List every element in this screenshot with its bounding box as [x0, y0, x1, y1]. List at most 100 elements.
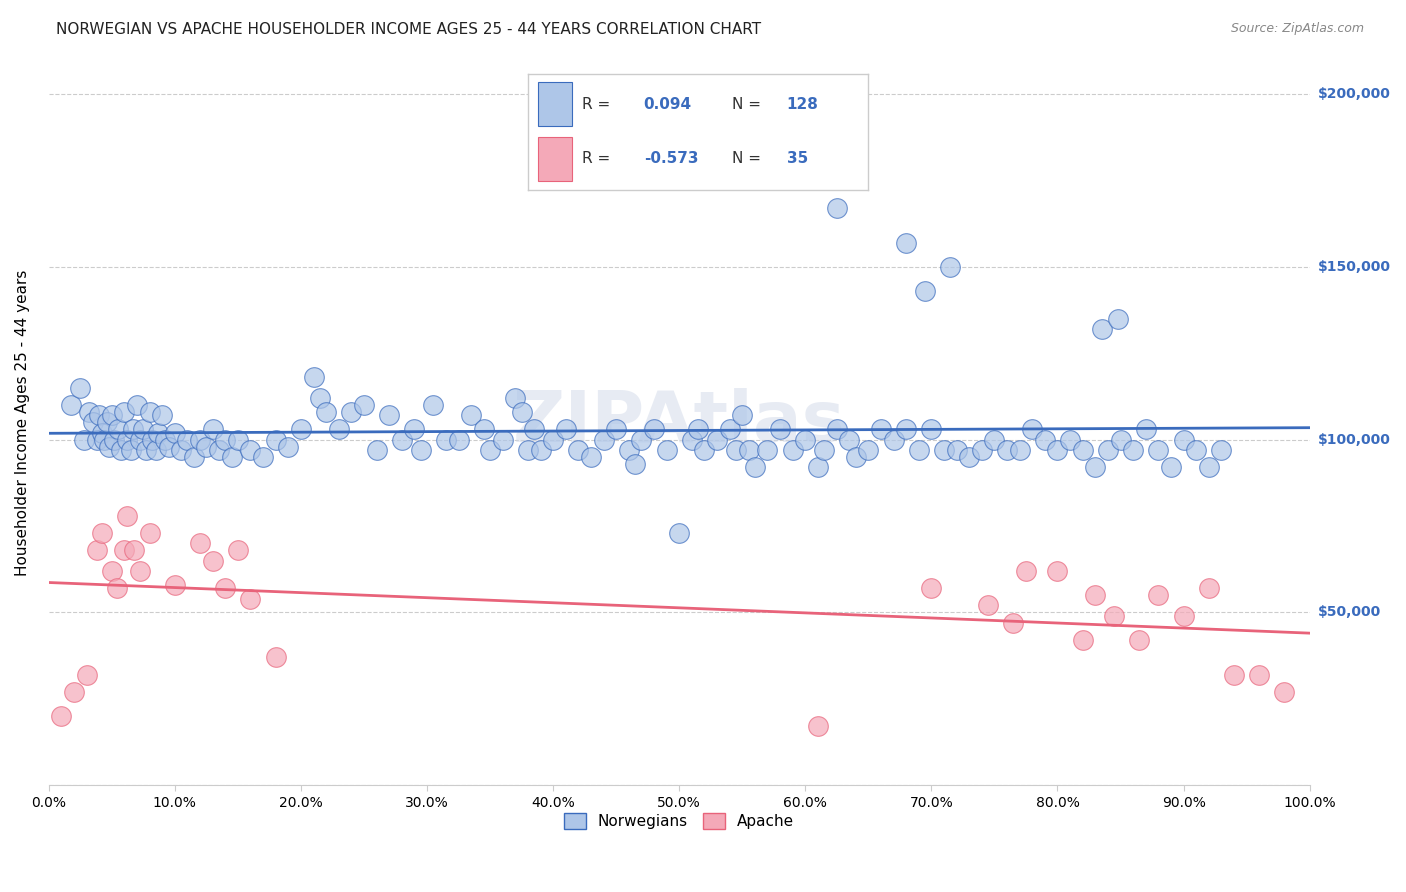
Point [290, 422, 312, 436]
Point [460, 409, 482, 423]
Point [86, 543, 108, 558]
Point [153, 433, 176, 447]
Point [277, 440, 299, 454]
Point [1198, 460, 1220, 475]
Point [252, 450, 274, 464]
Point [503, 391, 526, 405]
Point [939, 260, 962, 274]
Point [125, 398, 148, 412]
Point [1084, 460, 1107, 475]
Point [567, 442, 589, 457]
Point [945, 442, 967, 457]
Point [643, 422, 665, 436]
Point [221, 450, 243, 464]
Point [977, 599, 1000, 613]
Point [157, 440, 180, 454]
Point [883, 433, 905, 447]
Point [769, 422, 792, 436]
Point [1046, 442, 1069, 457]
Point [858, 442, 880, 457]
Point [510, 405, 533, 419]
Point [201, 553, 224, 567]
Point [1046, 564, 1069, 578]
Point [110, 442, 132, 457]
Point [554, 422, 576, 436]
Point [226, 433, 249, 447]
Point [1198, 581, 1220, 595]
Point [141, 433, 163, 447]
Point [89, 409, 111, 423]
Point [479, 442, 502, 457]
Point [422, 398, 444, 412]
Point [1021, 422, 1043, 436]
Point [150, 409, 173, 423]
Point [1109, 433, 1132, 447]
Point [353, 398, 375, 412]
Point [90, 525, 112, 540]
Point [366, 442, 388, 457]
Point [90, 425, 112, 440]
Point [302, 370, 325, 384]
Point [617, 442, 640, 457]
Point [214, 433, 236, 447]
Point [724, 442, 747, 457]
Point [308, 391, 330, 405]
Point [391, 433, 413, 447]
Point [128, 564, 150, 578]
Point [183, 450, 205, 464]
Text: NORWEGIAN VS APACHE HOUSEHOLDER INCOME AGES 25 - 44 YEARS CORRELATION CHART: NORWEGIAN VS APACHE HOUSEHOLDER INCOME A… [56, 22, 762, 37]
Point [957, 450, 980, 464]
Point [112, 405, 135, 419]
Point [76, 667, 98, 681]
Point [756, 442, 779, 457]
Point [1211, 442, 1233, 457]
Point [176, 433, 198, 447]
Point [138, 525, 160, 540]
Point [447, 433, 470, 447]
Point [188, 536, 211, 550]
Point [105, 581, 128, 595]
Point [1071, 442, 1094, 457]
Point [1122, 442, 1144, 457]
Point [378, 409, 401, 423]
Point [1223, 667, 1246, 681]
Point [1002, 615, 1025, 630]
Point [112, 543, 135, 558]
Text: ZIPAtlas: ZIPAtlas [513, 388, 845, 457]
Point [1160, 460, 1182, 475]
Y-axis label: Householder Income Ages 25 - 44 years: Householder Income Ages 25 - 44 years [15, 269, 30, 575]
Point [896, 422, 918, 436]
Point [124, 543, 146, 558]
Point [103, 433, 125, 447]
Point [630, 433, 652, 447]
Point [845, 450, 868, 464]
Point [328, 422, 350, 436]
Point [132, 422, 155, 436]
Text: $150,000: $150,000 [1317, 260, 1391, 274]
Point [73, 433, 96, 447]
Point [541, 433, 564, 447]
Point [409, 442, 432, 457]
Point [681, 433, 703, 447]
Point [214, 581, 236, 595]
Point [737, 442, 759, 457]
Point [1274, 685, 1296, 699]
Point [69, 381, 91, 395]
Point [1033, 433, 1056, 447]
Point [148, 425, 170, 440]
Point [195, 440, 218, 454]
Point [1059, 433, 1081, 447]
Point [264, 433, 287, 447]
Text: Source: ZipAtlas.com: Source: ZipAtlas.com [1230, 22, 1364, 36]
Point [264, 650, 287, 665]
Point [731, 409, 754, 423]
Point [529, 442, 551, 457]
Point [51, 709, 73, 723]
Point [813, 442, 835, 457]
Point [201, 422, 224, 436]
Point [145, 442, 167, 457]
Point [340, 405, 363, 419]
Point [226, 543, 249, 558]
Point [1102, 608, 1125, 623]
Text: $200,000: $200,000 [1317, 87, 1391, 101]
